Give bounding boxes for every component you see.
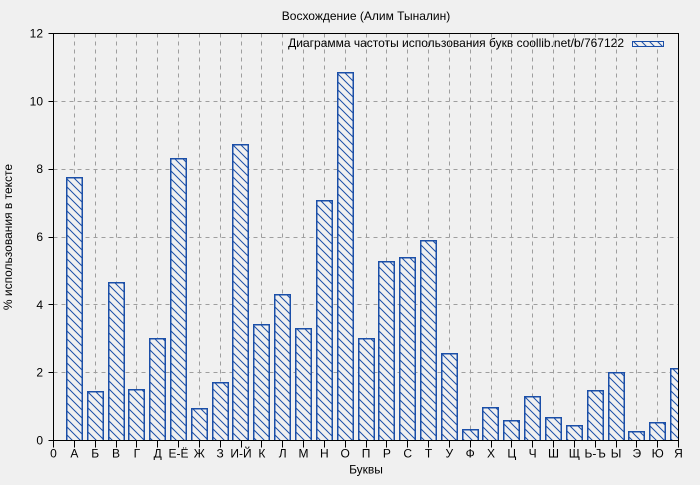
svg-text:Х: Х xyxy=(487,447,495,461)
svg-text:Ы: Ы xyxy=(611,447,622,461)
svg-text:Ч: Ч xyxy=(529,447,537,461)
svg-text:Д: Д xyxy=(154,447,162,461)
svg-text:2: 2 xyxy=(36,366,43,380)
svg-text:Восхождение (Алим Тыналин): Восхождение (Алим Тыналин) xyxy=(282,9,450,23)
svg-text:Т: Т xyxy=(425,447,433,461)
svg-text:6: 6 xyxy=(36,230,43,244)
svg-text:Ь-Ъ: Ь-Ъ xyxy=(584,447,605,461)
svg-text:% использования в тексте: % использования в тексте xyxy=(1,164,15,310)
svg-text:О: О xyxy=(340,447,349,461)
svg-text:Л: Л xyxy=(279,447,287,461)
svg-text:С: С xyxy=(403,447,412,461)
svg-text:Буквы: Буквы xyxy=(349,463,383,477)
svg-text:Ф: Ф xyxy=(466,447,475,461)
svg-text:К: К xyxy=(258,447,265,461)
svg-text:П: П xyxy=(362,447,371,461)
svg-text:Н: Н xyxy=(320,447,329,461)
svg-text:0: 0 xyxy=(50,447,57,461)
svg-text:Ц: Ц xyxy=(507,447,516,461)
svg-text:Ж: Ж xyxy=(194,447,205,461)
svg-text:4: 4 xyxy=(36,298,43,312)
svg-text:Э: Э xyxy=(633,447,642,461)
svg-text:8: 8 xyxy=(36,162,43,176)
svg-text:Г: Г xyxy=(134,447,141,461)
svg-text:И-Й: И-Й xyxy=(230,446,251,461)
svg-text:10: 10 xyxy=(30,94,44,108)
svg-text:Щ: Щ xyxy=(569,447,580,461)
svg-text:Б: Б xyxy=(91,447,99,461)
svg-text:А: А xyxy=(70,447,78,461)
svg-text:Я: Я xyxy=(674,447,683,461)
svg-text:12: 12 xyxy=(30,27,44,41)
svg-text:0: 0 xyxy=(36,434,43,448)
svg-text:Ш: Ш xyxy=(548,447,559,461)
svg-text:Диаграмма частоты использовани: Диаграмма частоты использования букв coo… xyxy=(288,36,624,50)
svg-text:Е-Ё: Е-Ё xyxy=(168,447,188,461)
svg-text:Р: Р xyxy=(383,447,391,461)
svg-text:У: У xyxy=(446,447,454,461)
svg-text:В: В xyxy=(112,447,120,461)
svg-text:М: М xyxy=(299,447,309,461)
svg-text:З: З xyxy=(217,447,224,461)
svg-text:Ю: Ю xyxy=(652,447,664,461)
